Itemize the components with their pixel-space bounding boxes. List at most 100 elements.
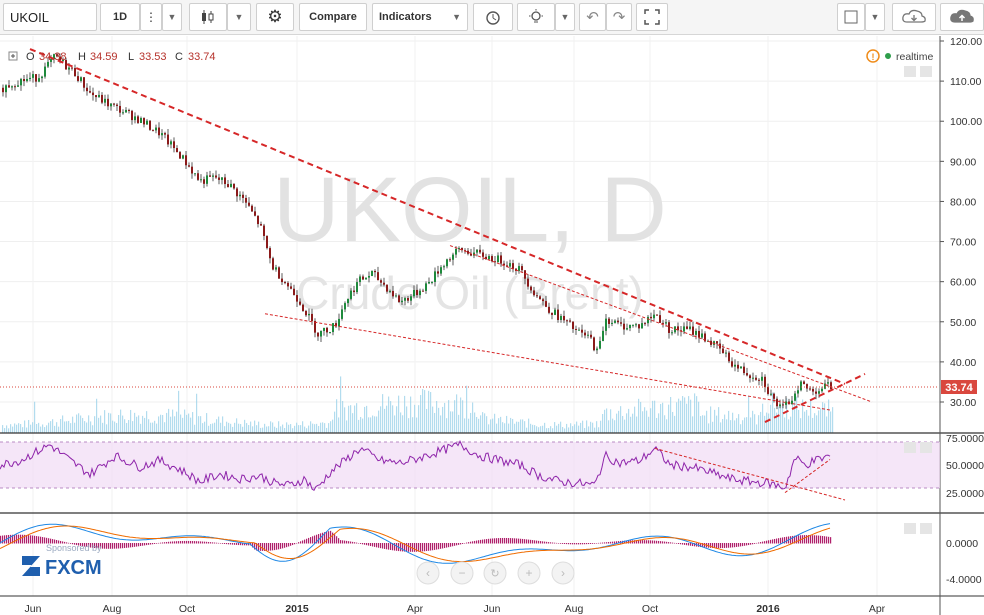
macd-histogram-bar (554, 542, 556, 544)
scroll-right-button[interactable] (551, 561, 575, 585)
rsi-axis[interactable]: 75.0000 50.0000 25.0000 (946, 433, 984, 500)
candle-body (533, 290, 535, 296)
macd-histogram-bar (776, 538, 778, 544)
trendline[interactable] (264, 313, 831, 411)
macd-histogram-bar (298, 542, 300, 544)
zoom-out-button[interactable] (450, 561, 474, 585)
fullscreen-button[interactable] (636, 3, 668, 31)
realtime-indicator[interactable]: ! realtime (866, 49, 934, 63)
volume-bar (800, 418, 802, 433)
pane-up-icon[interactable] (904, 66, 916, 77)
layout-button[interactable] (837, 3, 865, 31)
rsi-pane-up-icon[interactable] (904, 442, 916, 453)
volume-bar (282, 424, 284, 433)
volume-bar (302, 421, 304, 433)
macd-histogram-bar (66, 542, 68, 544)
macd-histogram-bar (826, 536, 828, 544)
macd-histogram-bar (20, 534, 22, 544)
macd-histogram-bar (436, 543, 438, 550)
chart-style-button[interactable] (189, 3, 227, 31)
cloud-save-button[interactable] (892, 3, 936, 31)
alert-button[interactable] (473, 3, 513, 31)
macd-histogram-bar (638, 540, 640, 544)
symbol-input[interactable]: UKOIL (3, 3, 97, 31)
candle-body (812, 388, 814, 392)
time-axis[interactable]: Jun Aug Oct 2015 Apr Jun Aug Oct 2016 Apr (25, 603, 886, 615)
candle-body (626, 328, 628, 330)
candle-body (323, 327, 325, 331)
volume-bar (500, 416, 502, 433)
candle-body (392, 290, 394, 297)
macd-histogram-bar (782, 537, 784, 544)
candle-body (281, 278, 283, 283)
volume-bar (446, 418, 448, 433)
interval-dropdown-caret[interactable]: ▼ (162, 3, 182, 31)
macd-histogram-bar (286, 543, 288, 548)
more-menu-icon[interactable]: ⋮ (140, 3, 162, 31)
volume-bar (694, 393, 696, 433)
settings-button[interactable]: ⚙ (256, 3, 294, 31)
macd-histogram-bar (470, 541, 472, 544)
volume-bar (396, 406, 398, 433)
volume-bar (818, 410, 820, 433)
trendline[interactable] (449, 245, 873, 403)
candle-body (68, 67, 70, 70)
macd-histogram-bar (420, 543, 422, 552)
fxcm-brand[interactable]: Sponsored by FXCM (22, 543, 102, 579)
indicators-button[interactable]: Indicators ▼ (372, 3, 468, 31)
ideas-dropdown[interactable]: ▼ (555, 3, 575, 31)
candle-body (92, 92, 94, 96)
macd-axis[interactable]: 0.0000 -4.0000 (946, 538, 982, 586)
trendline[interactable] (764, 373, 866, 423)
candle-body (719, 343, 721, 349)
chart-area[interactable]: UKOIL, D Crude Oil (Brent) 120.00110.001… (0, 36, 984, 615)
macd-pane-close-icon[interactable] (920, 523, 932, 534)
candle-body (620, 322, 622, 324)
volume-bar (744, 417, 746, 433)
candle-body (683, 326, 685, 332)
candle-body (755, 377, 757, 380)
redo-button[interactable]: ↷ (606, 3, 632, 31)
reset-button[interactable] (483, 561, 507, 585)
zoom-in-button[interactable] (517, 561, 541, 585)
volume-bar (410, 396, 412, 433)
ideas-button[interactable] (517, 3, 555, 31)
macd-histogram-bar (624, 540, 626, 544)
trendline[interactable] (29, 48, 846, 385)
macd-histogram-bar (244, 543, 246, 546)
candle-body (260, 224, 262, 226)
candle-body (389, 290, 391, 292)
cloud-load-button[interactable] (940, 3, 984, 31)
compare-button[interactable]: Compare (299, 3, 367, 31)
candle-body (401, 300, 403, 303)
volume-bar (810, 400, 812, 433)
macd-histogram-bar (292, 543, 294, 546)
undo-button[interactable]: ↶ (579, 3, 606, 31)
rsi-trendline[interactable] (654, 447, 846, 501)
candle-body (116, 104, 118, 106)
macd-histogram-bar (824, 536, 826, 544)
candle-body (293, 288, 295, 296)
macd-histogram-bar (364, 543, 366, 545)
rsi-pane-close-icon[interactable] (920, 442, 932, 453)
layout-dropdown[interactable]: ▼ (865, 3, 885, 31)
volume-bar (264, 423, 266, 433)
macd-histogram-bar (466, 542, 468, 544)
macd-histogram-bar (122, 543, 124, 549)
macd-pane-up-icon[interactable] (904, 523, 916, 534)
price-axis[interactable]: 120.00 110.00 100.00 90.00 80.00 70.00 60.00 50… (940, 36, 982, 409)
scroll-left-button[interactable] (416, 561, 440, 585)
pane-close-icon[interactable] (920, 66, 932, 77)
volume-bar (150, 422, 152, 433)
low-label: L (128, 51, 134, 63)
macd-histogram-bar (768, 540, 770, 544)
interval-button[interactable]: 1D (100, 3, 140, 31)
chart-style-dropdown[interactable]: ▼ (227, 3, 251, 31)
volume-bar (198, 416, 200, 433)
rsi-trendline[interactable] (784, 459, 831, 494)
candle-body (218, 177, 220, 180)
macd-histogram-bar (334, 534, 336, 544)
macd-histogram-bar (134, 543, 136, 547)
macd-histogram-bar (666, 541, 668, 544)
volume-bar (404, 395, 406, 433)
